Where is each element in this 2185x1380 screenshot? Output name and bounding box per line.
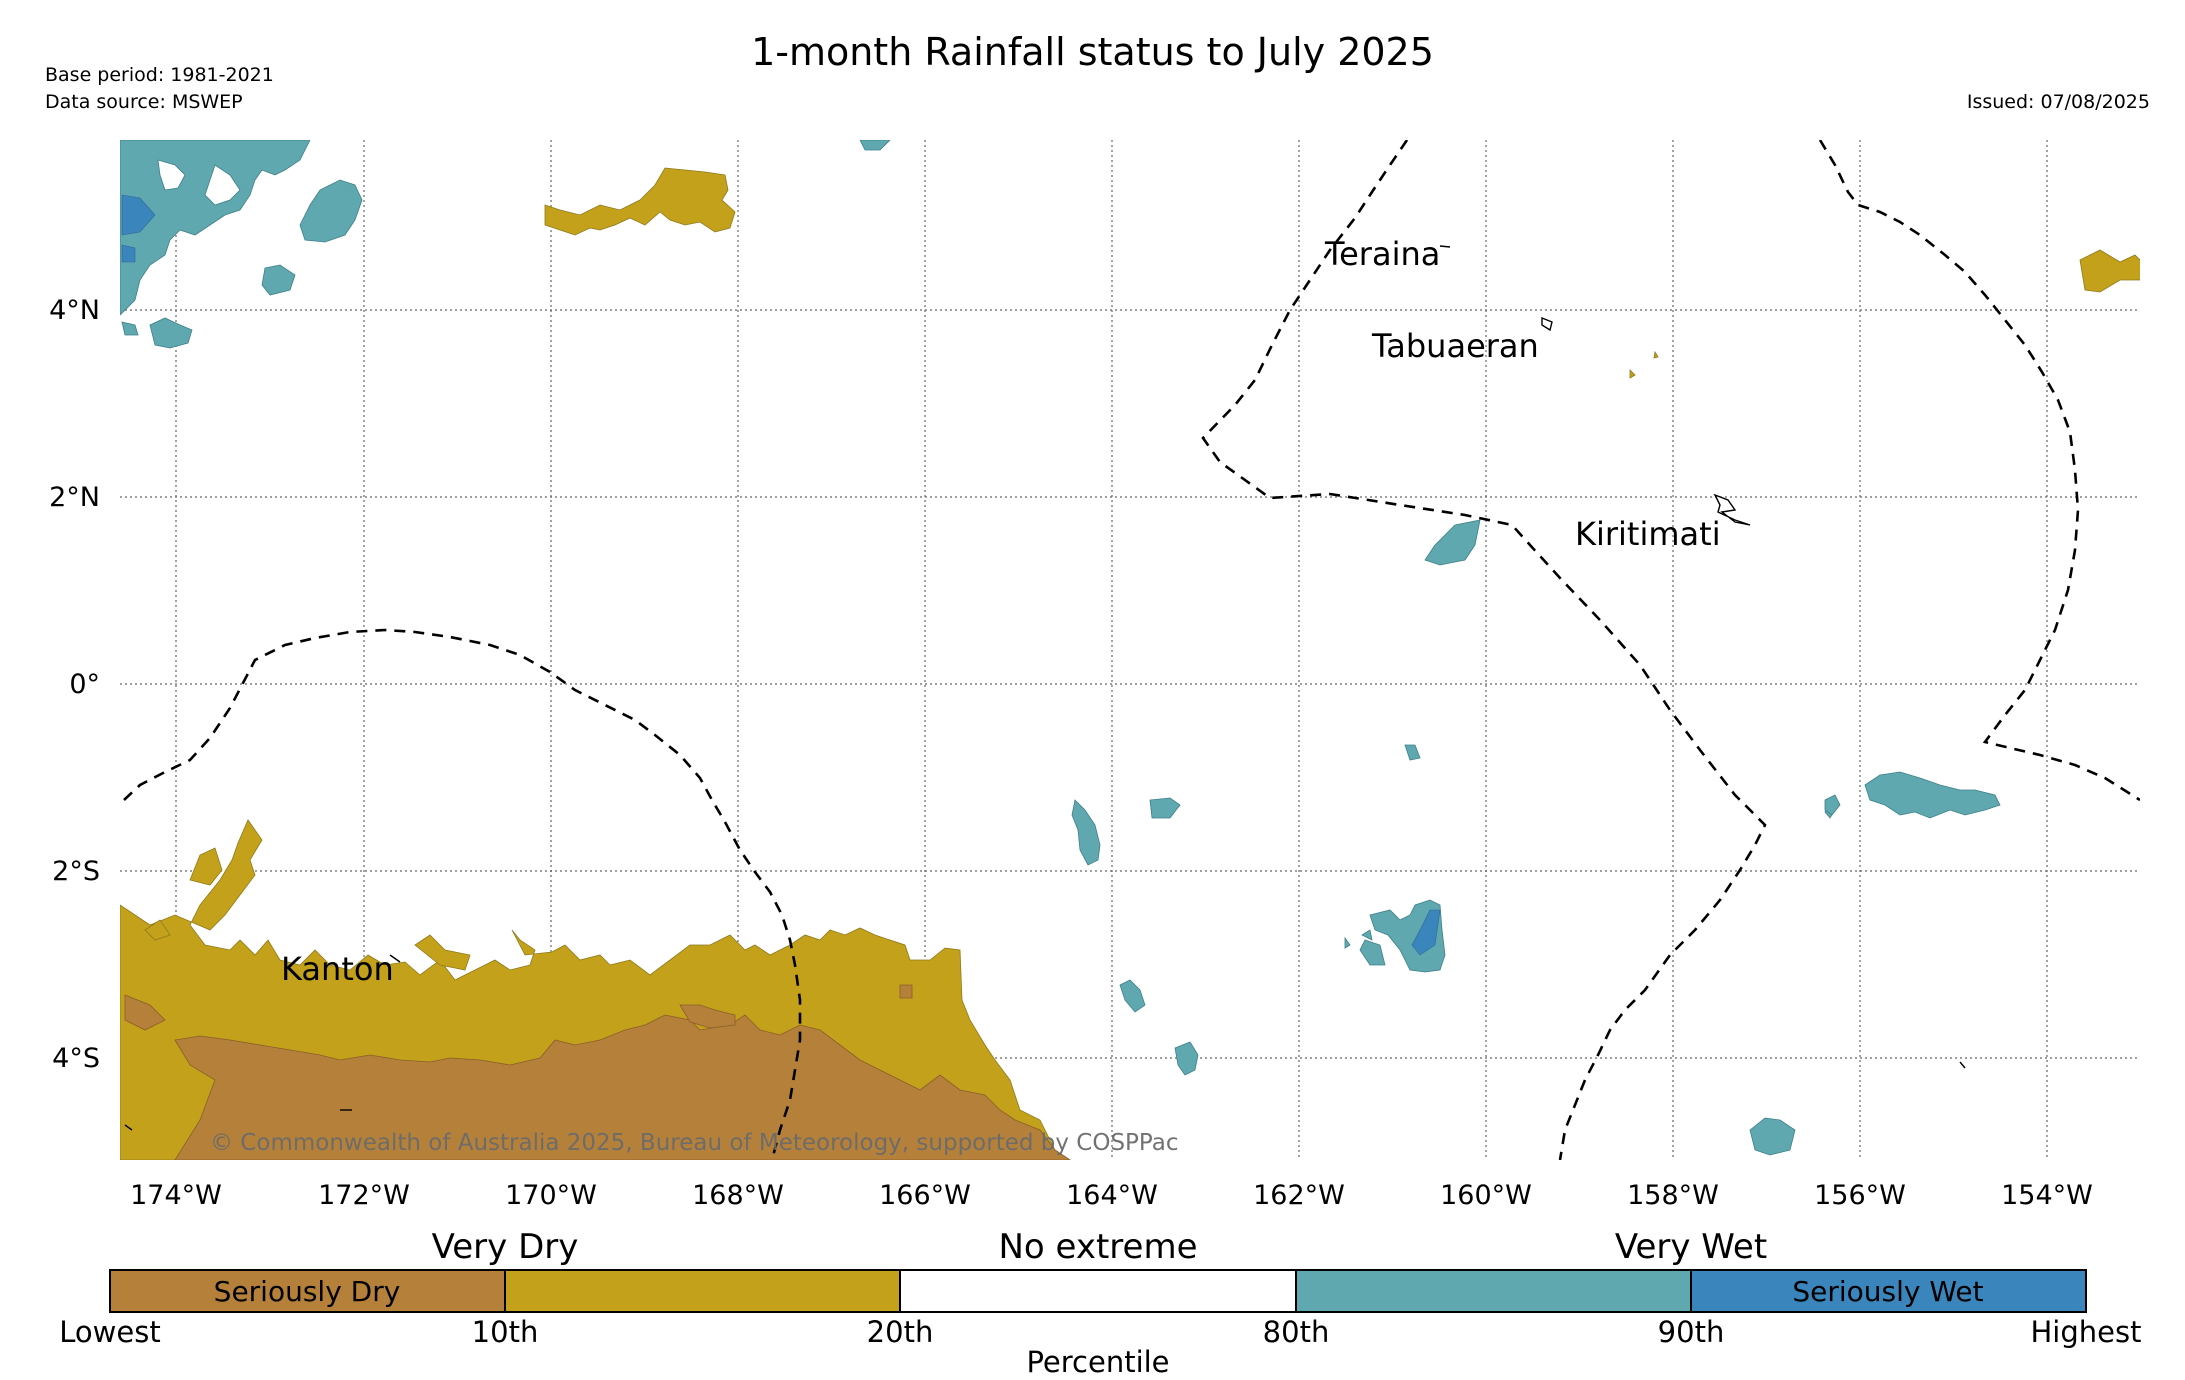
lon-label: 166°W (879, 1180, 971, 1211)
place-label-kanton: Kanton (281, 950, 394, 988)
map-title: 1-month Rainfall status to July 2025 (751, 30, 1434, 74)
lon-label: 158°W (1627, 1180, 1719, 1211)
legend-group-very-dry: Very Dry (432, 1227, 579, 1267)
legend-swatch-very-wet (1296, 1270, 1691, 1312)
legend-group-no-extreme: No extreme (998, 1227, 1197, 1267)
base-period: Base period: 1981-2021 (45, 64, 274, 86)
eez-boundaries (123, 140, 2140, 1160)
lat-label: 2°N (49, 482, 100, 513)
legend: Very Dry No extreme Very Wet Seriously D… (59, 1227, 2141, 1379)
island-outlines (124, 245, 1966, 1131)
lon-label: 174°W (130, 1180, 222, 1211)
legend-swatch-no-extreme (900, 1270, 1296, 1312)
legend-class-seriously-dry: Seriously Dry (214, 1275, 401, 1308)
legend-swatch-very-dry (505, 1270, 900, 1312)
lon-label: 154°W (2001, 1180, 2093, 1211)
lat-label: 4°N (49, 295, 100, 326)
legend-tick-highest: Highest (2031, 1315, 2142, 1349)
legend-swatch-seriously-wet (1691, 1270, 2086, 1312)
seriously-dry-region (124, 984, 1071, 1160)
lon-label: 160°W (1440, 1180, 1532, 1211)
legend-tick-80th: 80th (1263, 1315, 1330, 1349)
lon-label: 164°W (1066, 1180, 1158, 1211)
legend-axis-label: Percentile (1026, 1345, 1169, 1379)
legend-tick-10th: 10th (472, 1315, 539, 1349)
place-label-kiritimati: Kiritimati (1575, 515, 1721, 553)
lon-label: 170°W (505, 1180, 597, 1211)
issued-date: Issued: 07/08/2025 (1966, 91, 2150, 113)
legend-group-very-wet: Very Wet (1615, 1227, 1767, 1267)
legend-tick-lowest: Lowest (59, 1315, 160, 1349)
lon-label: 168°W (692, 1180, 784, 1211)
data-source: Data source: MSWEP (45, 91, 243, 113)
legend-tick-20th: 20th (867, 1315, 934, 1349)
lat-label: 2°S (52, 856, 100, 887)
legend-swatch-seriously-dry (110, 1270, 505, 1312)
lon-label: 172°W (318, 1180, 410, 1211)
lon-label: 156°W (1814, 1180, 1906, 1211)
place-label-tabuaeran: Tabuaeran (1371, 327, 1539, 365)
very-dry-region (120, 167, 2140, 1160)
lon-label: 162°W (1253, 1180, 1345, 1211)
seriously-wet-region (121, 194, 1441, 956)
lat-label: 0° (69, 669, 100, 700)
lat-label: 4°S (52, 1043, 100, 1074)
legend-tick-90th: 90th (1658, 1315, 1725, 1349)
place-label-teraina: Teraina (1324, 235, 1440, 273)
copyright-note: © Commonwealth of Australia 2025, Bureau… (210, 1130, 1179, 1156)
legend-class-seriously-wet: Seriously Wet (1792, 1275, 1983, 1308)
